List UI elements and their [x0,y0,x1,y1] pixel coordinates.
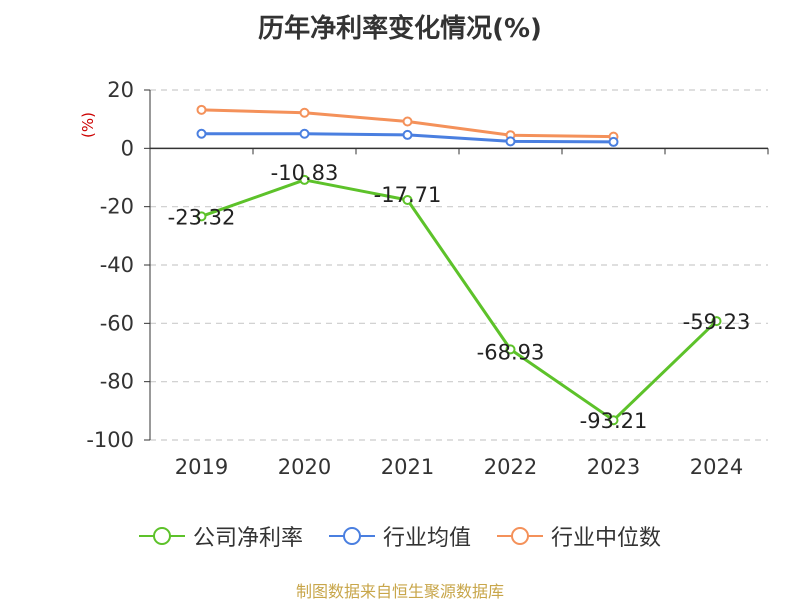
chart-title: 历年净利率变化情况(%) [258,14,542,44]
data-point-company [608,415,619,426]
data-point-company [711,316,722,327]
data-label: -17.71 [374,183,442,207]
legend-item-industry-avg[interactable]: 行业均值 [328,520,471,552]
x-tick-label: 2021 [381,455,434,479]
legend-label: 行业均值 [382,526,471,551]
data-label: -10.83 [271,161,339,185]
x-tick-label: 2024 [690,455,743,479]
y-tick-label: 0 [121,136,134,160]
x-tick-label: 2019 [175,455,228,479]
legend-item-industry-median[interactable]: 行业中位数 [497,520,661,552]
data-label: -93.21 [580,409,648,433]
x-tick-label: 2020 [278,455,331,479]
y-tick-label: -80 [100,370,134,394]
data-point-industry_avg [299,128,310,139]
x-tick-label: 2023 [587,455,640,479]
y-tick-label: -60 [100,311,134,335]
y-tick-label: -40 [100,253,134,277]
data-label: -59.23 [683,310,751,334]
data-point-industry_avg [196,128,207,139]
legend-item-company[interactable]: 公司净利率 [138,520,303,552]
data-label: -68.93 [477,340,545,364]
series-lines [196,104,722,426]
legend-label: 行业中位数 [551,526,662,551]
data-point-company [299,174,310,185]
y-tick-label: 20 [107,78,134,102]
grid-lines [150,89,768,441]
legend-label: 公司净利率 [192,526,303,551]
axes: 20 0 -20 -40 -60 -80 -100 2019 2020 2021 2022 2023 2… [79,78,769,479]
data-source-note: 制图数据来自恒生聚源数据库 [295,582,504,601]
data-point-industry_avg [505,136,516,147]
data-point-industry_avg [402,129,413,140]
data-point-industry_median [196,104,207,115]
y-tick-label: -100 [86,428,134,452]
legend-line-marker-icon [497,527,543,545]
data-point-company [505,344,516,355]
y-axis-unit-label: (%) [79,112,97,138]
series-line-company [200,178,718,422]
data-point-industry_avg [608,136,619,147]
x-tick-label: 2022 [484,455,537,479]
y-tick-label: -20 [100,195,134,219]
legend-line-marker-icon [138,527,185,545]
data-label: -23.32 [168,205,236,229]
data-point-company [196,211,207,222]
legend-line-marker-icon [328,527,375,545]
data-point-industry_median [299,107,310,118]
data-labels: -23.32 -10.83 -17.71 -68.93 -93.21 -59.23 [168,161,751,433]
data-point-industry_median [402,116,413,127]
data-point-company [402,194,413,205]
legend: 公司净利率 行业均值 行业中位数 [0,520,800,552]
